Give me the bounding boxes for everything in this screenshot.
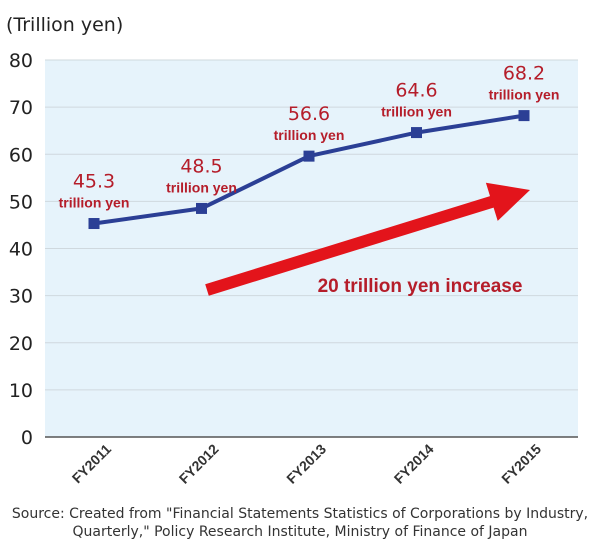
data-point [518,110,530,122]
annotation-layer: 20 trillion yen increase [318,276,523,297]
y-tick-label: 40 [9,239,33,261]
y-tick-label: 70 [9,97,33,119]
increase-arrow-layer [205,182,530,296]
x-tick-label: FY2013 [283,441,329,487]
x-tick-label: FY2015 [498,441,544,487]
increase-arrow [205,182,530,296]
data-labels: 45.3 trillion yen 48.5 trillion yen 56.6 tril… [59,63,560,211]
increase-annotation: 20 trillion yen increase [318,276,523,297]
y-tick-label: 80 [9,50,33,72]
source-note: Source: Created from "Financial Statemen… [11,506,589,540]
data-label-value: 56.6 [288,103,330,125]
data-label-unit: trillion yen [381,104,452,120]
x-tick-labels: FY2011 FY2012 FY2013 FY2014 FY2015 [69,441,545,487]
data-label-value: 64.6 [395,80,437,102]
y-tick-label: 60 [9,144,33,166]
data-label-value: 45.3 [73,171,115,193]
data-point [411,127,422,139]
data-label-unit: trillion yen [489,87,560,103]
data-point [88,218,100,230]
y-tick-label: 50 [9,191,33,213]
data-label-unit: trillion yen [166,179,237,195]
x-tick-label: FY2011 [69,441,115,487]
data-markers [88,110,530,230]
data-label-value: 48.5 [180,155,222,177]
x-tick-label: FY2014 [391,441,437,487]
data-label-unit: trillion yen [274,127,345,143]
data-label-value: 68.2 [503,63,545,85]
y-tick-label: 0 [21,427,33,449]
x-tick-label: FY2012 [176,441,222,487]
data-label-unit: trillion yen [59,195,130,211]
y-tick-labels: 0 10 20 30 40 50 60 70 80 [9,50,33,449]
data-point [196,202,207,214]
y-tick-label: 30 [9,286,33,308]
data-point [303,150,315,162]
y-tick-label: 10 [9,380,33,402]
y-axis-unit-label: (Trillion yen) [6,14,124,36]
y-tick-label: 20 [9,333,33,355]
